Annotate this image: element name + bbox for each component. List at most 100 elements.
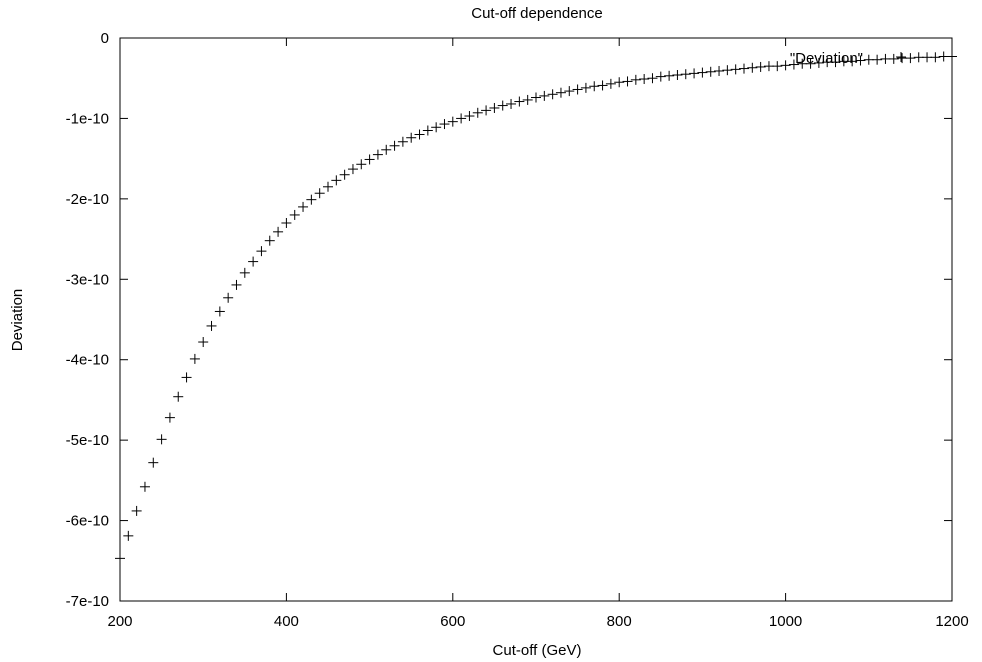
data-point [697, 67, 708, 78]
data-point [730, 64, 741, 75]
data-point [339, 169, 350, 180]
data-point [514, 96, 525, 107]
data-point [298, 201, 309, 212]
legend-label: "Deviation" [790, 50, 863, 67]
data-point [472, 107, 483, 118]
data-point [289, 209, 300, 220]
y-tick-label: -4e-10 [66, 352, 109, 369]
data-point [647, 73, 658, 84]
data-point [464, 111, 475, 122]
data-point [539, 90, 550, 101]
data-point [173, 391, 184, 402]
data-point [614, 77, 625, 88]
y-tick-label: -2e-10 [66, 191, 109, 208]
data-point [639, 74, 650, 85]
data-point [264, 235, 275, 246]
data-point [555, 87, 566, 98]
y-tick-label: -3e-10 [66, 271, 109, 288]
data-point [181, 372, 192, 383]
y-tick-label: -5e-10 [66, 432, 109, 449]
legend-marker-symbol [896, 52, 906, 62]
data-point [148, 457, 159, 468]
data-series [115, 51, 957, 564]
data-point [414, 129, 425, 140]
data-point [622, 76, 633, 87]
data-point [139, 481, 150, 492]
data-point [364, 154, 375, 165]
legend-marker [896, 52, 906, 62]
data-point [580, 82, 591, 93]
data-point [630, 74, 641, 85]
data-point [256, 246, 267, 257]
legend: "Deviation" [790, 50, 906, 67]
x-tick-label: 400 [274, 613, 299, 630]
data-point [231, 279, 242, 290]
data-point [198, 337, 209, 348]
data-point [214, 306, 225, 317]
data-point [306, 194, 317, 205]
data-point [689, 68, 700, 79]
data-point [714, 65, 725, 76]
data-point [481, 105, 492, 116]
data-point [572, 84, 583, 95]
data-point [547, 89, 558, 100]
y-axis: 0 -1e-10 -2e-10 -3e-10 -4e-10 -5e-10 -6e-10 -7e… [66, 30, 952, 610]
data-point [356, 159, 367, 170]
data-point [805, 58, 816, 69]
x-tick-label: 800 [607, 613, 632, 630]
data-point [947, 51, 957, 62]
data-point [531, 92, 541, 103]
data-point [930, 52, 941, 63]
data-point [189, 353, 200, 364]
data-point [206, 320, 217, 331]
data-point [381, 144, 392, 155]
data-point [372, 149, 383, 160]
data-point [788, 59, 799, 70]
y-tick-label: -1e-10 [66, 110, 109, 127]
data-point [855, 55, 866, 66]
data-point [680, 69, 691, 80]
data-point [156, 434, 167, 445]
chart-title: Cut-off dependence [471, 5, 603, 22]
data-point [397, 136, 408, 147]
data-point [872, 54, 883, 65]
y-tick-label: -6e-10 [66, 513, 109, 530]
data-point [115, 553, 125, 564]
data-point [888, 53, 899, 64]
data-point [506, 98, 517, 109]
data-point [223, 292, 234, 303]
data-point [164, 412, 175, 423]
data-point [239, 267, 250, 278]
data-point [323, 181, 333, 192]
x-tick-label: 1000 [769, 613, 802, 630]
data-point [655, 71, 666, 82]
data-point [314, 188, 325, 199]
data-point [422, 125, 433, 136]
data-point [755, 61, 766, 72]
x-axis-label: Cut-off (GeV) [493, 642, 582, 659]
plot-area [119, 37, 953, 602]
data-point [747, 62, 758, 73]
data-point [813, 57, 824, 68]
data-point [772, 61, 783, 72]
data-point [447, 116, 458, 127]
data-point [705, 66, 716, 77]
data-point [597, 80, 608, 91]
data-point [406, 132, 417, 143]
y-tick-label: -7e-10 [66, 593, 109, 610]
plot-frame [119, 37, 953, 602]
data-point [830, 57, 841, 68]
x-axis: 200 400 600 800 1000 1200 [107, 38, 969, 630]
data-point [605, 78, 616, 89]
data-point [564, 86, 575, 97]
x-tick-label: 600 [440, 613, 465, 630]
data-point [589, 81, 600, 92]
data-point [522, 94, 533, 105]
data-point [664, 70, 675, 81]
x-tick-label: 1200 [935, 613, 968, 630]
data-point [273, 226, 284, 237]
data-point [847, 56, 858, 67]
data-point [456, 113, 467, 124]
y-tick-label: 0 [101, 30, 109, 47]
data-point [780, 60, 791, 71]
